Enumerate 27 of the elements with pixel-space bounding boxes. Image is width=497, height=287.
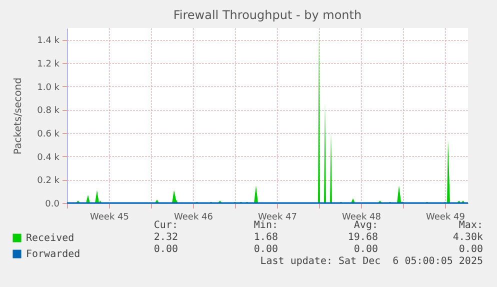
y-tick-label: 1.4 k <box>37 36 60 46</box>
y-tick-label: 0.8 k <box>37 106 60 116</box>
y-tick-label: 0.0 <box>45 200 60 210</box>
chart-title: Firewall Throughput - by month <box>173 8 362 22</box>
y-tick-label: 0.2 k <box>37 176 60 186</box>
text: 19.68 <box>348 232 378 243</box>
y-tick-label: 1.2 k <box>37 60 60 70</box>
y-axis-title: Packets/second <box>13 78 24 154</box>
x-tick-label: Week 45 <box>90 212 129 222</box>
y-tick-label: 0.6 k <box>37 130 60 140</box>
text: 2.32 <box>154 232 178 243</box>
text: Avg: <box>354 220 378 231</box>
x-tick-label: Week 46 <box>174 212 214 222</box>
text: Cur: <box>154 220 178 231</box>
text: 4.30k <box>452 232 483 243</box>
text: Max: <box>458 220 483 231</box>
legend-label: Received <box>26 233 74 244</box>
text: 1.68 <box>254 232 278 243</box>
text: Last update: Sat Dec 6 05:00:05 2025 <box>260 256 483 267</box>
y-tick-label: 0.4 k <box>37 152 60 163</box>
text: 0.00 <box>154 244 178 255</box>
text: 0.00 <box>458 244 483 255</box>
text: 0.00 <box>354 244 378 255</box>
text: 0.00 <box>254 244 278 255</box>
legend-label: Forwarded <box>26 249 80 260</box>
text: Min: <box>254 220 278 231</box>
y-tick-label: 1.0 k <box>37 82 60 93</box>
